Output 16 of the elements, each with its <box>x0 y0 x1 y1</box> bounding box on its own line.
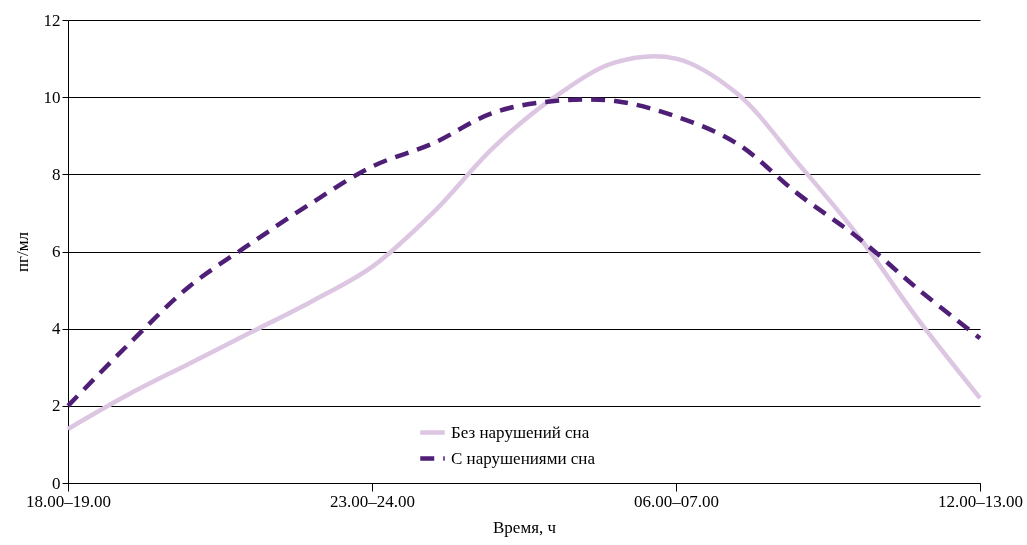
x-tick-label: 12.00–13.00 <box>938 491 1023 511</box>
y-tick-label: 8 <box>52 164 61 184</box>
y-tick-label: 2 <box>52 396 61 416</box>
y-axis-title: пг/мл <box>12 231 32 273</box>
x-axis-title: Время, ч <box>492 517 557 537</box>
line-series <box>65 97 983 409</box>
x-tick-label: 18.00–19.00 <box>26 491 111 511</box>
y-tick-label: 6 <box>52 242 61 261</box>
legend-label: Без нарушений сна <box>451 422 590 442</box>
y-tick-label: 10 <box>43 87 61 107</box>
x-tick-label: 23.00–24.00 <box>330 491 415 511</box>
x-tick-label: 06.00–07.00 <box>634 491 719 511</box>
legend-label: С нарушениями сна <box>451 448 596 468</box>
y-tick-label: 12 <box>43 10 61 30</box>
y-tick-label: 0 <box>52 473 61 493</box>
y-tick-label: 4 <box>52 319 61 339</box>
